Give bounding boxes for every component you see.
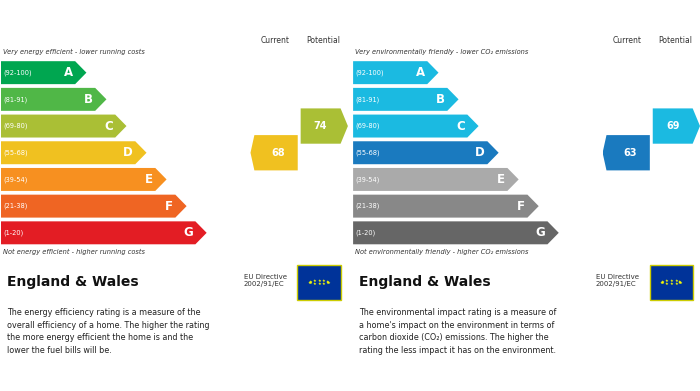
Text: (55-68): (55-68) xyxy=(3,149,27,156)
Text: ★: ★ xyxy=(307,280,312,285)
Text: Potential: Potential xyxy=(659,36,692,45)
Polygon shape xyxy=(1,141,146,164)
Text: (81-91): (81-91) xyxy=(3,96,27,102)
Text: England & Wales: England & Wales xyxy=(359,276,491,289)
Text: ★: ★ xyxy=(326,280,330,284)
Text: ★: ★ xyxy=(327,280,331,285)
Polygon shape xyxy=(603,135,650,170)
Text: D: D xyxy=(123,146,133,159)
Text: 63: 63 xyxy=(624,148,637,158)
Text: C: C xyxy=(104,120,113,133)
Polygon shape xyxy=(301,108,348,144)
Text: ★: ★ xyxy=(322,280,326,283)
Text: Potential: Potential xyxy=(307,36,340,45)
Text: G: G xyxy=(183,226,193,239)
Text: (21-38): (21-38) xyxy=(3,203,27,210)
Text: E: E xyxy=(145,173,153,186)
FancyBboxPatch shape xyxy=(298,265,341,300)
Polygon shape xyxy=(1,195,187,218)
Text: ★: ★ xyxy=(309,281,313,285)
Text: Not energy efficient - higher running costs: Not energy efficient - higher running co… xyxy=(3,249,144,255)
Text: ★: ★ xyxy=(669,279,673,283)
Text: ★: ★ xyxy=(669,282,673,286)
Text: F: F xyxy=(517,200,525,213)
Polygon shape xyxy=(353,88,458,111)
Polygon shape xyxy=(1,221,206,244)
Text: B: B xyxy=(436,93,445,106)
Text: (55-68): (55-68) xyxy=(355,149,379,156)
Text: ★: ★ xyxy=(309,280,313,284)
Text: ★: ★ xyxy=(312,280,316,283)
Text: G: G xyxy=(536,226,545,239)
Polygon shape xyxy=(353,115,479,138)
Text: (39-54): (39-54) xyxy=(355,176,379,183)
Text: (81-91): (81-91) xyxy=(355,96,379,102)
Text: Very environmentally friendly - lower CO₂ emissions: Very environmentally friendly - lower CO… xyxy=(355,48,528,55)
Polygon shape xyxy=(1,115,127,138)
Polygon shape xyxy=(1,88,106,111)
Text: Current: Current xyxy=(260,36,289,45)
Text: C: C xyxy=(456,120,465,133)
Text: A: A xyxy=(416,66,425,79)
Text: Not environmentally friendly - higher CO₂ emissions: Not environmentally friendly - higher CO… xyxy=(355,249,528,255)
Polygon shape xyxy=(353,221,559,244)
Text: Very energy efficient - lower running costs: Very energy efficient - lower running co… xyxy=(3,48,144,55)
Text: ★: ★ xyxy=(659,280,664,285)
Text: ★: ★ xyxy=(679,280,683,285)
Text: (69-80): (69-80) xyxy=(355,123,379,129)
Text: (69-80): (69-80) xyxy=(3,123,27,129)
Text: The energy efficiency rating is a measure of the
overall efficiency of a home. T: The energy efficiency rating is a measur… xyxy=(7,308,209,355)
Text: 68: 68 xyxy=(272,148,286,158)
Text: (21-38): (21-38) xyxy=(355,203,379,210)
Polygon shape xyxy=(353,195,539,218)
Text: (39-54): (39-54) xyxy=(3,176,27,183)
Text: B: B xyxy=(84,93,92,106)
Text: Environmental Impact (CO₂) Rating: Environmental Impact (CO₂) Rating xyxy=(357,10,564,20)
Text: ★: ★ xyxy=(326,281,330,285)
Text: 74: 74 xyxy=(314,121,328,131)
Polygon shape xyxy=(353,61,438,84)
Text: ★: ★ xyxy=(664,280,668,283)
Text: ★: ★ xyxy=(674,282,678,285)
Text: ★: ★ xyxy=(664,282,668,285)
Text: F: F xyxy=(164,200,173,213)
Text: England & Wales: England & Wales xyxy=(7,276,139,289)
Text: ★: ★ xyxy=(312,282,316,285)
Polygon shape xyxy=(251,135,298,170)
Polygon shape xyxy=(1,168,167,191)
Text: ★: ★ xyxy=(317,282,321,286)
Text: EU Directive
2002/91/EC: EU Directive 2002/91/EC xyxy=(596,274,638,287)
Text: (92-100): (92-100) xyxy=(3,70,31,76)
Text: (92-100): (92-100) xyxy=(355,70,384,76)
Text: ★: ★ xyxy=(322,282,326,285)
Text: ★: ★ xyxy=(674,280,678,283)
Text: ★: ★ xyxy=(661,280,665,284)
FancyBboxPatch shape xyxy=(650,265,693,300)
Text: E: E xyxy=(497,173,505,186)
Text: A: A xyxy=(64,66,73,79)
Text: Current: Current xyxy=(612,36,641,45)
Polygon shape xyxy=(353,168,519,191)
Text: D: D xyxy=(475,146,485,159)
Text: ★: ★ xyxy=(661,281,665,285)
Text: ★: ★ xyxy=(678,280,682,284)
Polygon shape xyxy=(1,61,86,84)
Text: ★: ★ xyxy=(317,279,321,283)
Text: EU Directive
2002/91/EC: EU Directive 2002/91/EC xyxy=(244,274,286,287)
Polygon shape xyxy=(653,108,700,144)
Polygon shape xyxy=(353,141,498,164)
Text: 69: 69 xyxy=(666,121,680,131)
Text: ★: ★ xyxy=(678,281,682,285)
Text: The environmental impact rating is a measure of
a home's impact on the environme: The environmental impact rating is a mea… xyxy=(359,308,556,355)
Text: (1-20): (1-20) xyxy=(355,230,375,236)
Text: Energy Efficiency Rating: Energy Efficiency Rating xyxy=(5,10,150,20)
Text: (1-20): (1-20) xyxy=(3,230,23,236)
